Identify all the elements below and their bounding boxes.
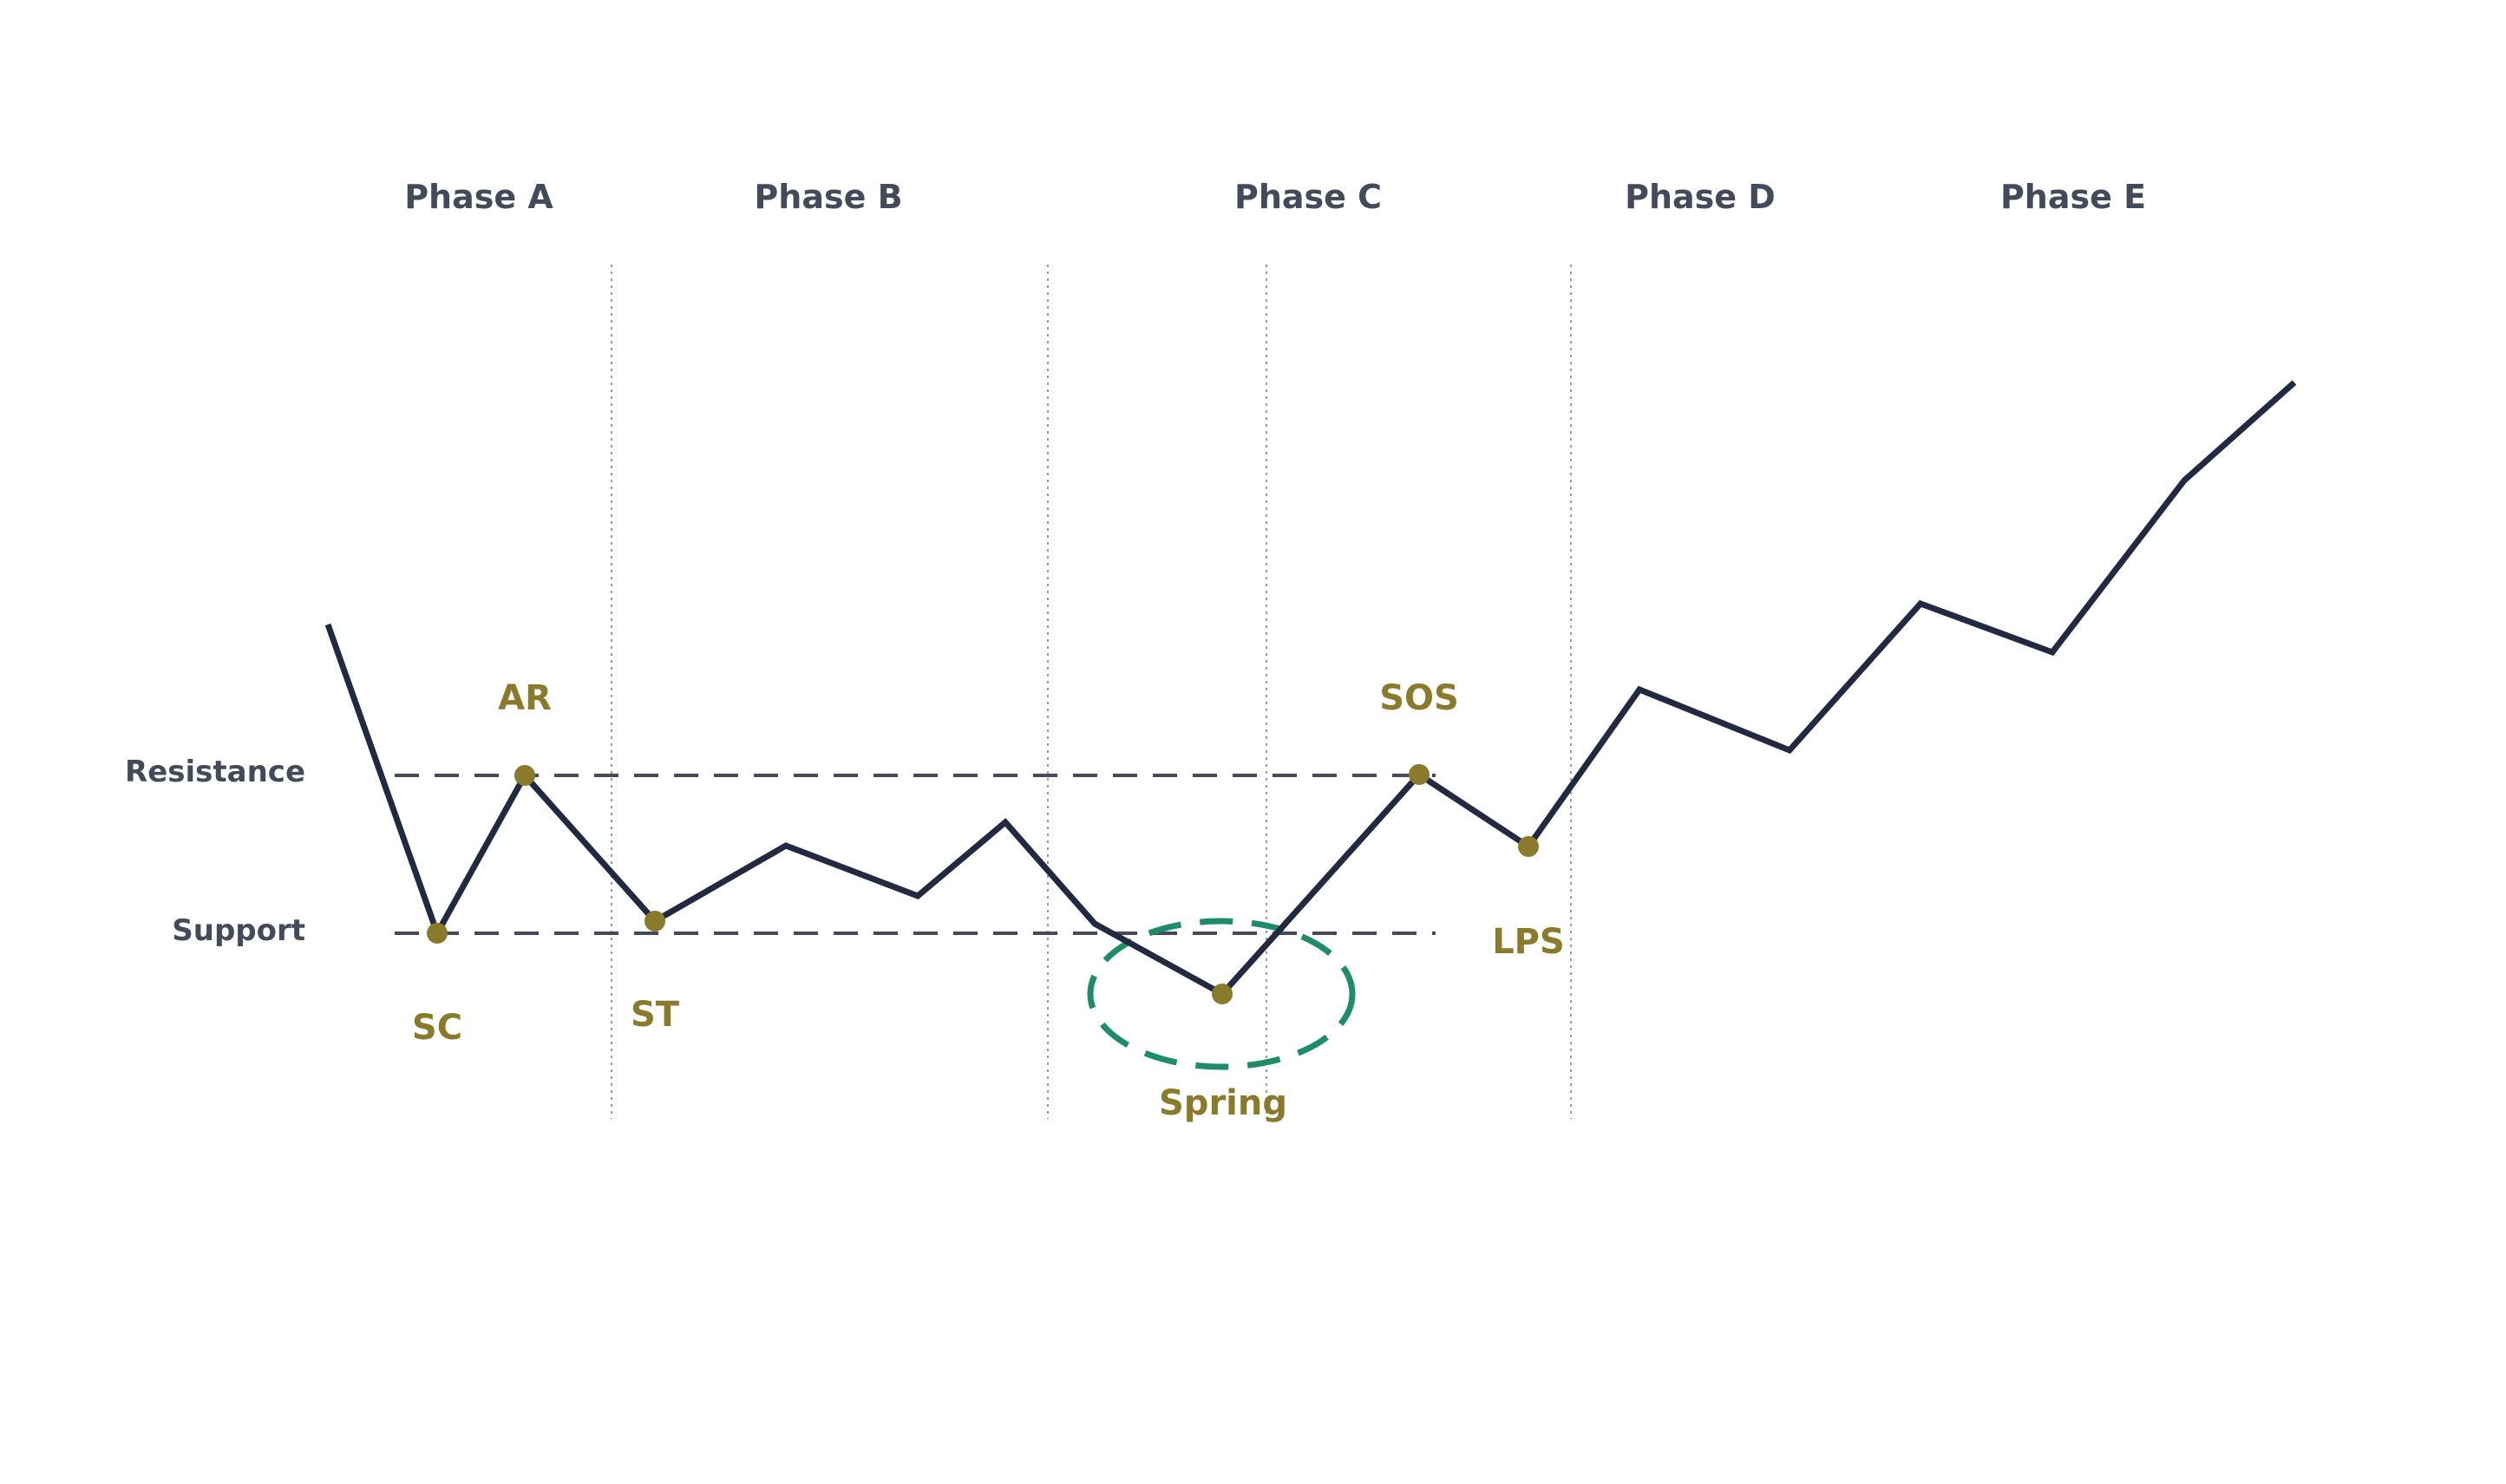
lps-marker xyxy=(1518,836,1539,857)
st-marker xyxy=(644,911,665,932)
event-markers xyxy=(427,764,1539,1004)
phase-b-label: Phase B xyxy=(754,178,902,216)
sc-label: SC xyxy=(412,1008,462,1048)
spring-label: Spring xyxy=(1159,1083,1287,1123)
spring-marker xyxy=(1212,984,1233,1004)
price-path-line xyxy=(324,380,2297,998)
spring-highlight-ellipse xyxy=(1087,918,1356,1070)
support-label: Support xyxy=(172,913,305,948)
sos-label: SOS xyxy=(1379,678,1459,718)
phase-e-label: Phase E xyxy=(2000,178,2146,216)
st-label: ST xyxy=(631,995,680,1035)
sc-marker xyxy=(427,923,448,944)
ar-marker xyxy=(514,765,535,786)
ar-label: AR xyxy=(498,678,552,718)
sos-marker xyxy=(1409,764,1430,785)
phase-d-label: Phase D xyxy=(1625,178,1776,216)
phase-a-label: Phase A xyxy=(404,178,553,216)
lps-label: LPS xyxy=(1492,922,1565,962)
resistance-label: Resistance xyxy=(125,755,305,789)
phase-c-label: Phase C xyxy=(1234,178,1382,216)
